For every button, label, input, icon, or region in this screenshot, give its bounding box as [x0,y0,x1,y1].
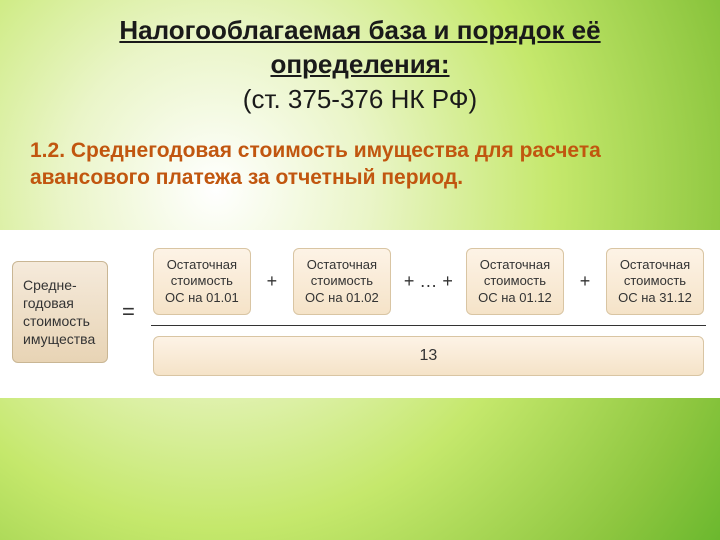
fraction: Остаточная стоимость ОС на 01.01 + Остат… [149,248,708,376]
plus-ellipsis-operator: + … + [404,271,453,292]
term-box: Остаточная стоимость ОС на 01.01 [153,248,251,315]
section-heading: 1.2. Среднегодовая стоимость имущества д… [30,137,690,192]
title-line-1: Налогооблагаемая база и порядок её [119,15,600,45]
section-line-1: 1.2. Среднегодовая стоимость имущества д… [30,139,601,162]
plus-operator: + [577,271,593,292]
term-box: Остаточная стоимость ОС на 01.02 [293,248,391,315]
page-title: Налогооблагаемая база и порядок её опред… [30,14,690,82]
denominator: 13 [149,326,708,376]
term-box: Остаточная стоимость ОС на 31.12 [606,248,704,315]
denominator-box: 13 [153,336,704,376]
page-subtitle: (ст. 375-376 НК РФ) [30,84,690,115]
plus-operator: + [264,271,280,292]
term-box: Остаточная стоимость ОС на 01.12 [466,248,564,315]
title-line-2: определения: [270,49,449,79]
numerator: Остаточная стоимость ОС на 01.01 + Остат… [149,248,708,325]
section-line-2: авансового платежа за отчетный период. [30,166,463,189]
formula-result-box: Средне-годовая стоимость имущества [12,261,108,364]
equals-sign: = [118,299,139,325]
formula-container: Средне-годовая стоимость имущества = Ост… [0,230,720,398]
